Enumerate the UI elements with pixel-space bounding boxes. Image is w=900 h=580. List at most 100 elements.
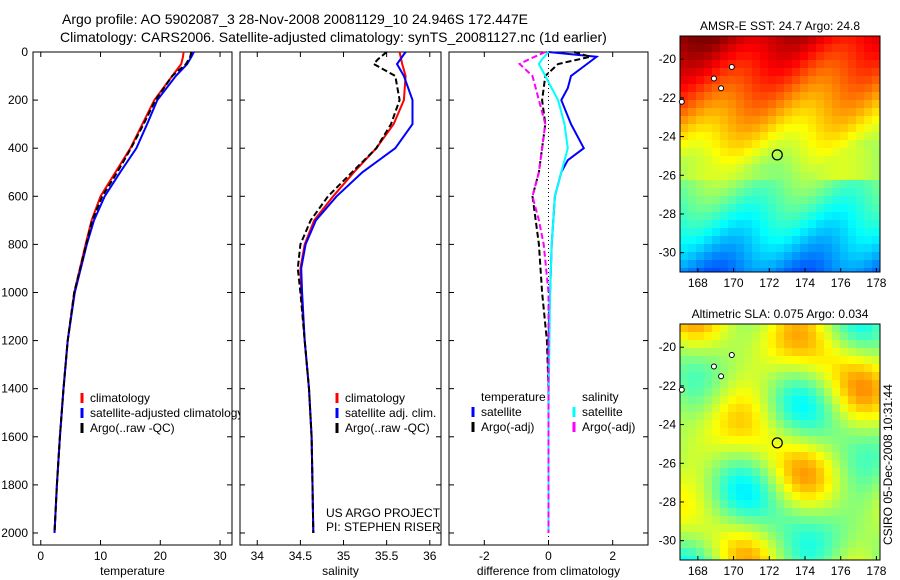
map-cell <box>768 500 777 509</box>
map-cell <box>808 76 817 85</box>
map-cell <box>688 388 697 397</box>
map-cell <box>856 44 865 53</box>
map-cell <box>776 196 785 205</box>
map-cell <box>736 444 745 453</box>
map-cell <box>840 244 849 253</box>
map-cell <box>864 92 873 101</box>
x-tick-label: 2 <box>609 549 616 563</box>
map-cell <box>872 44 881 53</box>
map-cell <box>792 84 801 93</box>
map-cell <box>768 556 777 561</box>
map-cell <box>704 556 713 561</box>
map-cell <box>816 348 825 357</box>
map-cell <box>776 364 785 373</box>
map-cell <box>832 44 841 53</box>
map-cell <box>744 324 753 333</box>
map-cell <box>848 412 857 421</box>
map-cell <box>680 236 689 245</box>
map-cell <box>864 380 873 389</box>
legend-label: satellite <box>481 405 522 419</box>
map-cell <box>848 524 857 533</box>
map-cell <box>696 356 705 365</box>
map-cell <box>784 372 793 381</box>
map-cell <box>848 548 857 557</box>
map-cell <box>728 180 737 189</box>
map-cell <box>872 476 881 485</box>
map-cell <box>848 372 857 381</box>
map-cell <box>816 444 825 453</box>
map-cell <box>800 548 809 557</box>
map-cell <box>720 60 729 69</box>
map-cell <box>792 452 801 461</box>
map-cell <box>744 452 753 461</box>
map-cell <box>712 500 721 509</box>
map-cell <box>832 460 841 469</box>
map-cell <box>744 340 753 349</box>
map-cell <box>832 452 841 461</box>
map-cell <box>760 444 769 453</box>
map-cell <box>720 252 729 261</box>
map-cell <box>872 148 881 157</box>
map-cell <box>696 500 705 509</box>
map-cell <box>872 444 881 453</box>
map-cell <box>752 356 761 365</box>
map-cell <box>744 172 753 181</box>
map-cell <box>704 540 713 549</box>
map-cell <box>728 324 737 333</box>
map-cell <box>776 260 785 269</box>
map-cell <box>744 108 753 117</box>
map-cell <box>768 436 777 445</box>
map-cell <box>720 228 729 237</box>
map-cell <box>760 148 769 157</box>
map-cell <box>784 196 793 205</box>
map-cell <box>856 156 865 165</box>
map-cell <box>848 492 857 501</box>
map-cell <box>744 372 753 381</box>
map-cell <box>832 372 841 381</box>
legend-header-salinity: salinity <box>582 390 619 404</box>
map-cell <box>752 140 761 149</box>
map-cell <box>736 452 745 461</box>
map-cell <box>776 460 785 469</box>
map-cell <box>824 460 833 469</box>
map-cell <box>704 412 713 421</box>
map-cell <box>704 468 713 477</box>
map-cell <box>680 228 689 237</box>
map-cell <box>800 372 809 381</box>
map-cell <box>704 124 713 133</box>
map-cell <box>872 252 881 261</box>
map-cell <box>736 556 745 561</box>
map-cell <box>808 348 817 357</box>
map-cell <box>688 180 697 189</box>
map-cell <box>768 116 777 125</box>
map-cell <box>808 420 817 429</box>
map-cell <box>808 180 817 189</box>
map-cell <box>728 380 737 389</box>
map-cell <box>824 388 833 397</box>
map-cell <box>728 444 737 453</box>
map-cell <box>864 508 873 517</box>
map-cell <box>696 228 705 237</box>
map-cell <box>704 532 713 541</box>
x-tick-label: 176 <box>831 276 851 290</box>
map-cell <box>712 516 721 525</box>
map-cell <box>728 196 737 205</box>
map-cell <box>744 348 753 357</box>
map-cell <box>800 196 809 205</box>
map-cell <box>808 92 817 101</box>
map-cell <box>856 492 865 501</box>
map-cell <box>800 84 809 93</box>
map-cell <box>720 468 729 477</box>
map-cell <box>872 348 881 357</box>
map-cell <box>696 436 705 445</box>
map-cell <box>688 172 697 181</box>
map-cell <box>840 100 849 109</box>
map-cell <box>704 436 713 445</box>
map-cell <box>856 68 865 77</box>
map-cell <box>848 116 857 125</box>
map-cell <box>744 532 753 541</box>
map-cell <box>696 420 705 429</box>
map-cell <box>776 140 785 149</box>
map-cell <box>712 260 721 269</box>
map-cell <box>824 252 833 261</box>
